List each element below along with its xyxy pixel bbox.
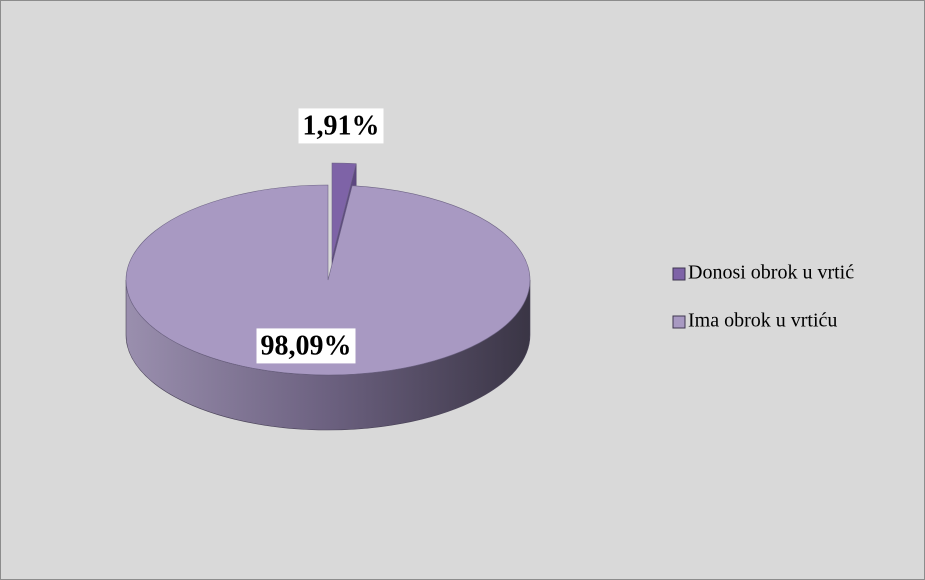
legend-label: Ima obrok u vrtiću <box>688 310 837 332</box>
legend-swatch <box>672 315 686 329</box>
legend-label: Donosi obrok u vrtić <box>688 262 854 284</box>
data-label-box <box>256 328 356 364</box>
pie-slice <box>125 184 531 376</box>
pie-slice <box>331 162 357 259</box>
data-label: 1,91% <box>303 110 380 141</box>
data-label: 98,09% <box>261 330 352 361</box>
legend-swatch <box>672 267 686 281</box>
data-label-box <box>298 108 384 144</box>
